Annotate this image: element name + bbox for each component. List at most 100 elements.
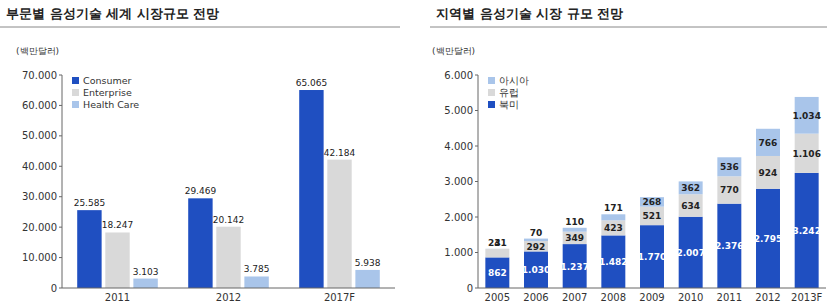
data-label: 110 — [565, 217, 584, 227]
y-tick-label: 70.000 — [22, 70, 57, 81]
bar — [299, 90, 323, 288]
bar-segment — [756, 129, 780, 156]
bar-segment — [485, 257, 509, 288]
data-label: 349 — [565, 233, 584, 243]
data-label: 20.142 — [213, 215, 245, 225]
data-labels: 86224131.030292701.2373491101.4824231711… — [488, 111, 821, 278]
y-tick-label: 20.000 — [22, 222, 57, 233]
data-label: 171 — [604, 203, 623, 213]
title-rule — [430, 27, 827, 28]
y-tick-label: 10.000 — [22, 252, 57, 263]
bar-segment — [601, 220, 625, 235]
data-label: 862 — [488, 268, 507, 278]
bar-segment — [640, 197, 664, 207]
data-label: 18.247 — [102, 220, 134, 230]
y-tick-label: 0 — [51, 283, 57, 294]
bar-segment — [717, 176, 741, 203]
title-rule — [0, 27, 400, 28]
data-label: 2.795 — [754, 234, 782, 244]
data-label: 1.482 — [599, 257, 627, 267]
data-label: 3 — [494, 238, 500, 248]
data-label: 3.103 — [133, 267, 159, 277]
x-tick-label: 2011 — [105, 292, 130, 303]
y-axis — [478, 75, 479, 288]
bars — [77, 90, 380, 288]
y-tick-label: 2.000 — [444, 212, 473, 223]
data-label: 1.237 — [560, 262, 588, 272]
data-label: 362 — [681, 183, 700, 193]
y-tick-label: 1.000 — [444, 247, 473, 258]
y-label: (백만달러) — [432, 46, 475, 56]
legend-swatch — [72, 89, 79, 96]
data-label: 766 — [759, 138, 778, 148]
bar — [188, 198, 212, 288]
x-tick-label: 2012 — [755, 292, 780, 303]
legend-label: Enterprise — [83, 87, 132, 98]
y-tick-label: 6.000 — [444, 70, 473, 81]
legend-label: 유럽 — [499, 87, 519, 98]
chart-canvas: 부문별 음성기술 세계 시장규모 전망(백만달러)010.00020.00030… — [0, 0, 832, 306]
data-label: 268 — [643, 197, 662, 207]
data-label: 924 — [759, 168, 778, 178]
bar-segment — [524, 239, 548, 241]
bar-segment — [717, 157, 741, 176]
x-tick-label: 2017F — [324, 292, 355, 303]
bar-segment — [563, 228, 587, 232]
y-label: (백만달러) — [16, 46, 59, 56]
bar — [105, 232, 129, 288]
bar-segment — [524, 241, 548, 251]
y-tick-label: 40.000 — [22, 161, 57, 172]
bar-segment — [756, 156, 780, 189]
bar-segment — [563, 232, 587, 244]
bar-segment — [601, 214, 625, 220]
legend: 아시아유럽북미 — [488, 75, 529, 110]
data-label: 423 — [604, 223, 623, 233]
bars — [485, 97, 818, 288]
legend-label: 아시아 — [499, 75, 529, 86]
x-axis — [62, 288, 395, 289]
legend-label: Consumer — [83, 75, 132, 86]
data-label: 5.938 — [355, 258, 381, 268]
bar — [327, 160, 351, 288]
data-label: 536 — [720, 162, 739, 172]
bar — [355, 270, 379, 288]
legend-swatch — [72, 101, 79, 108]
bar-segment — [679, 194, 703, 217]
x-axis — [478, 288, 826, 289]
data-label: 1.106 — [792, 149, 820, 159]
bar-segment — [485, 249, 509, 258]
data-label: 1.030 — [522, 265, 550, 275]
legend-swatch — [488, 101, 495, 108]
x-tick-label: 2008 — [601, 292, 626, 303]
data-labels: 25.58518.2473.10329.46920.1423.78565.065… — [74, 78, 381, 277]
legend: ConsumerEnterpriseHealth Care — [72, 75, 139, 110]
x-tick-label: 2007 — [562, 292, 587, 303]
data-label: 292 — [527, 242, 546, 252]
data-label: 3.242 — [792, 226, 820, 236]
data-label: 42.184 — [324, 148, 356, 158]
y-tick-label: 5.000 — [444, 105, 473, 116]
data-label: 521 — [643, 211, 662, 221]
data-label: 1.034 — [792, 111, 820, 121]
y-axis — [62, 75, 63, 288]
data-label: 65.065 — [296, 78, 328, 88]
bar — [133, 279, 157, 288]
data-label: 3.785 — [244, 264, 270, 274]
bar-segment — [679, 181, 703, 194]
data-label: 25.585 — [74, 198, 106, 208]
chart-panel: 지역별 음성기술 시장 규모 전망(백만달러)01.0002.0003.0004… — [430, 6, 827, 303]
data-label: 2.376 — [715, 241, 743, 251]
x-tick-label: 2013F — [791, 292, 822, 303]
legend-label: Health Care — [83, 99, 139, 110]
legend-label: 북미 — [499, 99, 519, 110]
y-tick-label: 30.000 — [22, 191, 57, 202]
data-label: 770 — [720, 185, 739, 195]
bar — [77, 210, 101, 288]
bar — [244, 276, 268, 288]
y-tick-label: 4.000 — [444, 141, 473, 152]
x-tick-label: 2012 — [216, 292, 241, 303]
data-label: 70 — [530, 228, 543, 238]
y-tick-label: 0 — [467, 283, 473, 294]
x-tick-label: 2011 — [717, 292, 742, 303]
x-tick-label: 2009 — [639, 292, 664, 303]
